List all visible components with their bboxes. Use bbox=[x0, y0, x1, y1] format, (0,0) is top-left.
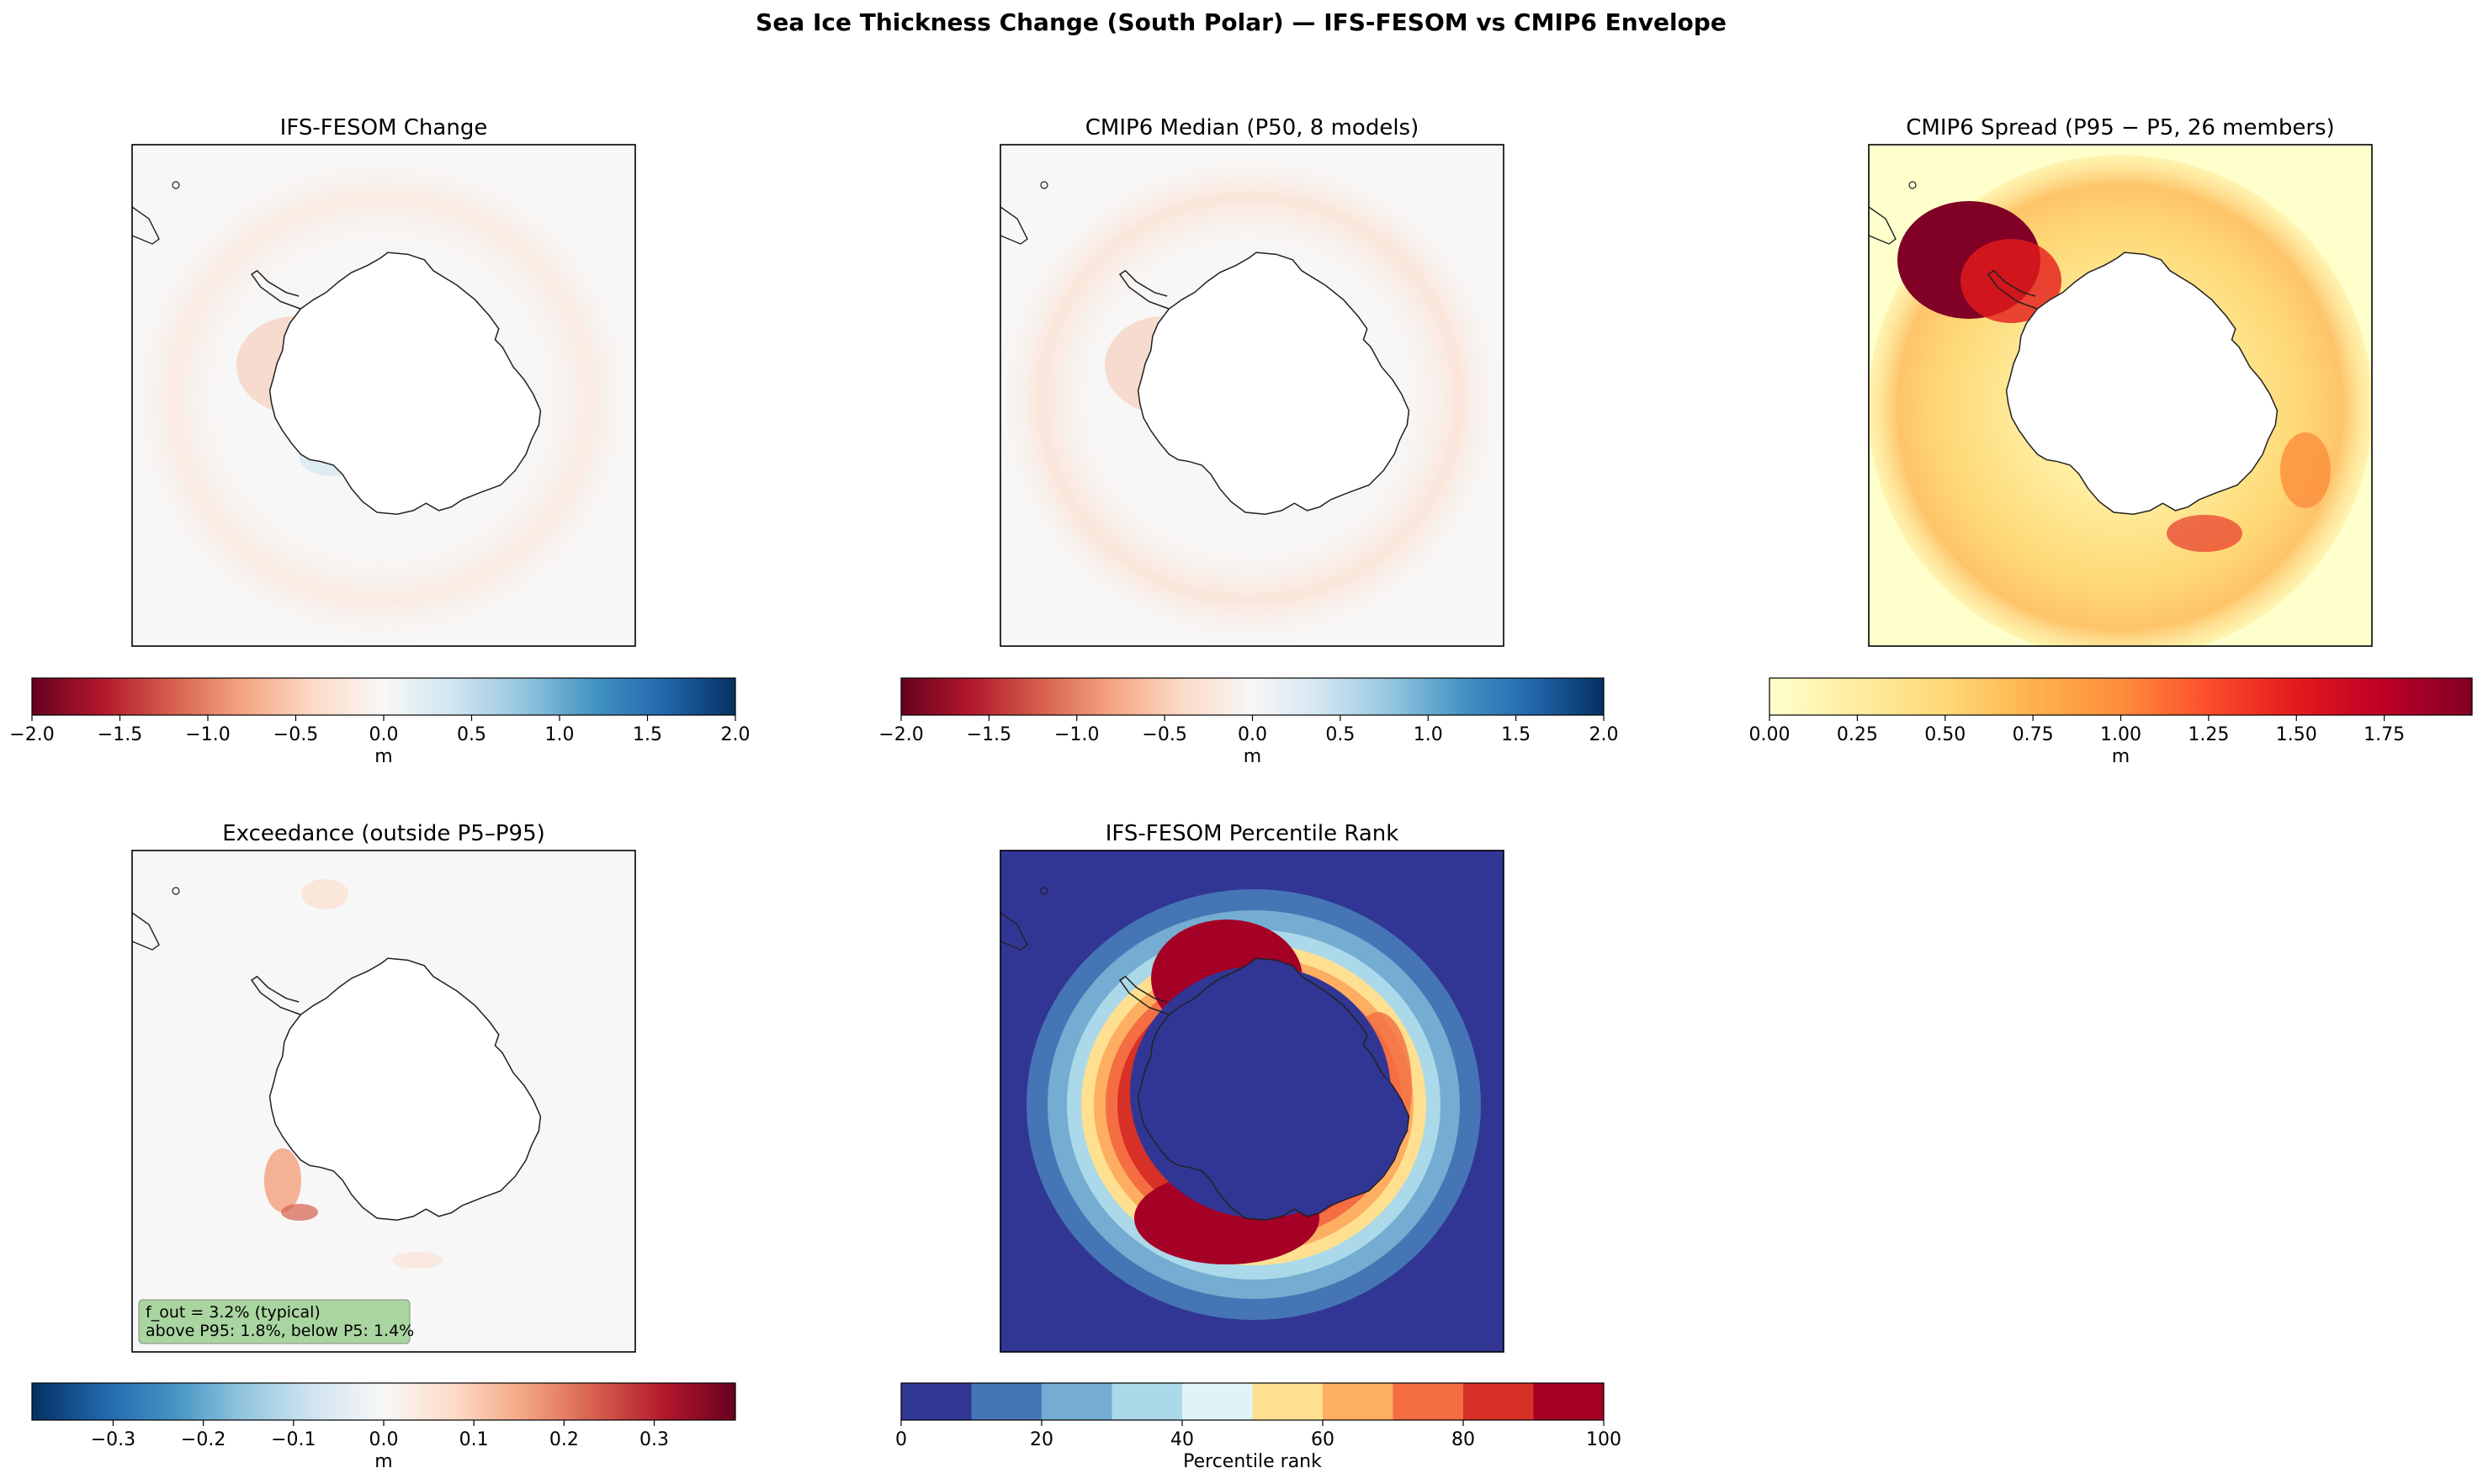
colorbar-segment bbox=[1112, 1383, 1183, 1420]
map-frame bbox=[131, 850, 636, 1353]
colorbar-tick-label: 100 bbox=[1586, 1429, 1621, 1450]
suptitle: Sea Ice Thickness Change (South Polar) —… bbox=[756, 8, 1727, 36]
south-america-coastline bbox=[1000, 206, 1028, 245]
annotation-line: above P95: 1.8%, below P5: 1.4% bbox=[146, 1322, 414, 1340]
data-field bbox=[264, 879, 443, 1269]
south-america-coastline bbox=[1868, 206, 1897, 245]
colorbar-gradient bbox=[32, 678, 735, 715]
annotation-line: f_out = 3.2% (typical) bbox=[146, 1303, 321, 1322]
map-frame bbox=[1000, 144, 1504, 647]
colorbar-tick-label: 0.5 bbox=[457, 724, 486, 745]
colorbar-tick-label: 0.50 bbox=[1924, 724, 1966, 745]
island-outline bbox=[1040, 181, 1048, 189]
colorbar-tick-label: 1.25 bbox=[2188, 724, 2229, 745]
colorbar-segment bbox=[1182, 1383, 1253, 1420]
panel-5: IFS-FESOM Percentile Rank 0 20 40 60 80 100 Per… bbox=[895, 821, 1621, 1472]
island-outline bbox=[172, 181, 180, 189]
colorbar-tick-label: 1.00 bbox=[2100, 724, 2141, 745]
island-outline bbox=[172, 887, 180, 895]
colorbar-tick-label: 0.5 bbox=[1325, 724, 1355, 745]
colorbar-tick-label: 0.25 bbox=[1837, 724, 1878, 745]
colorbar-tick-label: 80 bbox=[1451, 1429, 1475, 1450]
colorbar-tick-label: 1.0 bbox=[1414, 724, 1443, 745]
colorbar-segment bbox=[1042, 1383, 1112, 1420]
colorbar-tick-label: 0.2 bbox=[549, 1429, 579, 1450]
map-frame bbox=[1000, 850, 1504, 1353]
colorbar-tick-label: −1.5 bbox=[98, 724, 142, 745]
colorbar-tick-label: 0.00 bbox=[1749, 724, 1791, 745]
colorbar-tick-label: −0.2 bbox=[181, 1429, 225, 1450]
colorbar-tick-label: 1.5 bbox=[633, 724, 662, 745]
panel-1: IFS-FESOM Change −2.0 −1.5 −1.0 −0.5 0.0 0.5 1.… bbox=[9, 115, 750, 767]
colorbar-tick-label: −1.0 bbox=[185, 724, 230, 745]
panel-title: IFS-FESOM Percentile Rank bbox=[1106, 821, 1399, 846]
colorbar-tick-label: 1.50 bbox=[2276, 724, 2317, 745]
colorbar-label: m bbox=[374, 746, 392, 767]
colorbar-frame bbox=[900, 1382, 1605, 1421]
annotation-box bbox=[138, 1299, 411, 1344]
colorbar-tick-label: 2.0 bbox=[721, 724, 751, 745]
colorbar-tick-label: 1.0 bbox=[545, 724, 575, 745]
colorbar-tick-label: −0.1 bbox=[271, 1429, 316, 1450]
colorbar-segment bbox=[1463, 1383, 1534, 1420]
panel-2: CMIP6 Median (P50, 8 models) −2.0 −1.5 −1.0… bbox=[878, 115, 1618, 767]
colorbar-tick-label: 0.0 bbox=[369, 724, 399, 745]
colorbar-label: Percentile rank bbox=[1183, 1451, 1322, 1472]
colorbar-gradient bbox=[901, 678, 1604, 715]
colorbar-tick-label: 2.0 bbox=[1589, 724, 1619, 745]
south-america-coastline bbox=[1000, 912, 1028, 951]
panel-title: CMIP6 Median (P50, 8 models) bbox=[1085, 115, 1419, 140]
panel-title: CMIP6 Spread (P95 − P5, 26 members) bbox=[1906, 115, 2334, 140]
colorbar-tick-label: 0.75 bbox=[2013, 724, 2054, 745]
colorbar-tick-label: 0 bbox=[895, 1429, 907, 1450]
colorbar-tick-label: −2.0 bbox=[9, 724, 54, 745]
colorbar-tick-label: 0.0 bbox=[369, 1429, 399, 1450]
colorbar-tick-label: −0.5 bbox=[1142, 724, 1186, 745]
south-america-coastline bbox=[131, 206, 160, 245]
panel-3: CMIP6 Spread (P95 − P5, 26 members) 0.00 0… bbox=[1749, 115, 2473, 767]
colorbar-tick-label: −0.3 bbox=[91, 1429, 135, 1450]
colorbar-label: m bbox=[1244, 746, 1261, 767]
colorbar-tick-label: 1.5 bbox=[1501, 724, 1531, 745]
colorbar-tick-label: 0.0 bbox=[1238, 724, 1267, 745]
panel-4: Exceedance (outside P5–P95) f_out = 3.2% … bbox=[31, 821, 736, 1472]
colorbar-gradient bbox=[1769, 678, 2472, 715]
island-outline bbox=[1908, 181, 1917, 189]
island-outline bbox=[1040, 887, 1048, 895]
colorbar-label: m bbox=[374, 1451, 392, 1472]
colorbar-segment bbox=[971, 1383, 1043, 1420]
colorbar-tick-label: 60 bbox=[1311, 1429, 1334, 1450]
colorbar-tick-label: −0.5 bbox=[273, 724, 318, 745]
map-frame bbox=[1868, 144, 2373, 647]
colorbar-tick-label: 0.1 bbox=[459, 1429, 489, 1450]
colorbar-tick-label: −1.5 bbox=[967, 724, 1011, 745]
colorbar-segment bbox=[901, 1383, 972, 1420]
colorbar-segment bbox=[1323, 1383, 1393, 1420]
south-america-coastline bbox=[131, 912, 160, 951]
colorbar-gradient bbox=[32, 1383, 735, 1420]
map-frame bbox=[131, 144, 636, 647]
colorbar-tick-label: 40 bbox=[1170, 1429, 1194, 1450]
colorbar-tick-label: 1.75 bbox=[2364, 724, 2405, 745]
panel-title: Exceedance (outside P5–P95) bbox=[222, 821, 545, 846]
colorbar-tick-label: 20 bbox=[1030, 1429, 1053, 1450]
colorbar-tick-label: −2.0 bbox=[878, 724, 923, 745]
colorbar-tick-label: 0.3 bbox=[639, 1429, 669, 1450]
colorbar-segment bbox=[1252, 1383, 1324, 1420]
colorbar-tick-label: −1.0 bbox=[1054, 724, 1099, 745]
colorbar-segment bbox=[1393, 1383, 1464, 1420]
colorbar-segment bbox=[1533, 1383, 1605, 1420]
colorbar-label: m bbox=[2112, 746, 2130, 767]
panel-title: IFS-FESOM Change bbox=[280, 115, 488, 140]
